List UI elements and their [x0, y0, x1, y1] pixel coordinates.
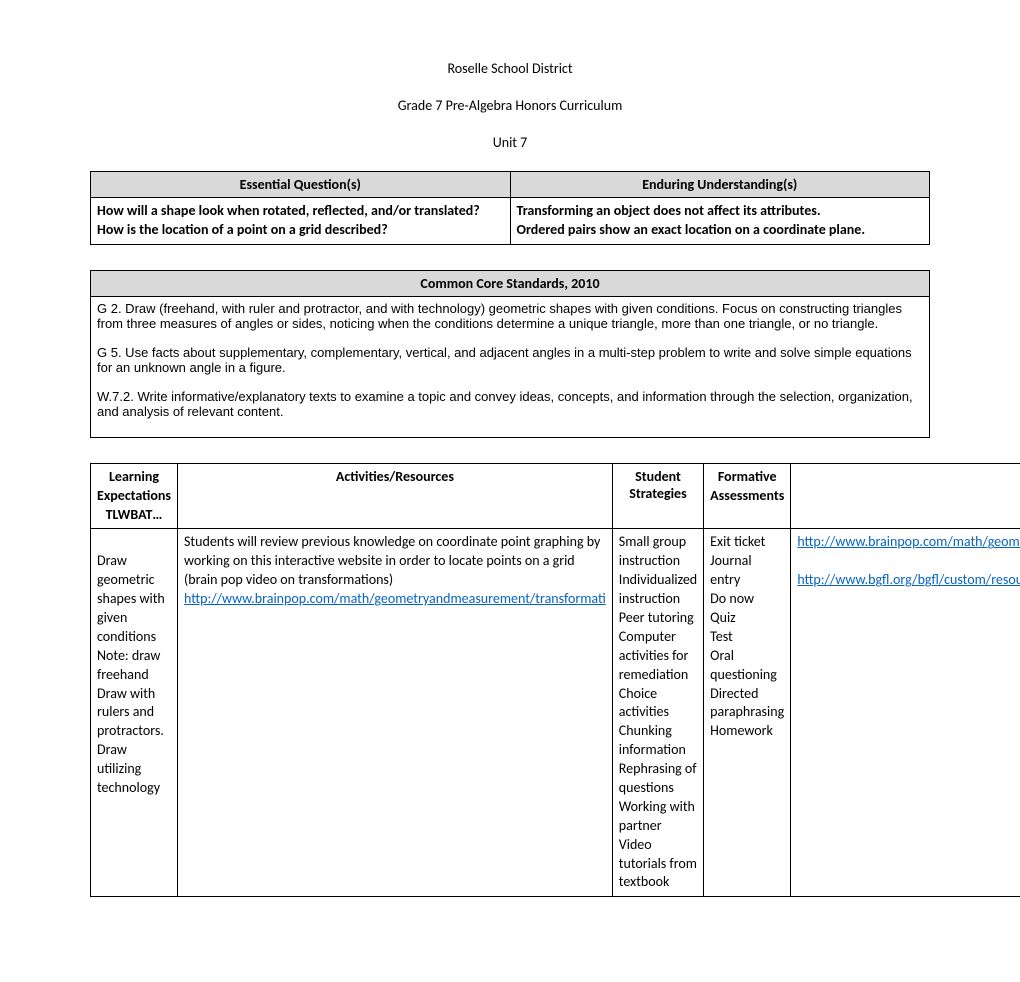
- enduring-understanding-body: Transforming an object does not affect i…: [510, 198, 930, 245]
- tech-link2[interactable]: http://www.bgfl.org/bgfl/custom/resource…: [797, 571, 1020, 588]
- standard-w72: W.7.2. Write informative/explanatory tex…: [97, 389, 923, 419]
- essential-question-body: How will a shape look when rotated, refl…: [91, 198, 511, 245]
- formative-cell: Exit ticket Journal entry Do now Quiz Te…: [704, 529, 791, 897]
- essential-question-line2: How is the location of a point on a grid…: [97, 221, 388, 238]
- col-technology-header: Technology Integration: [791, 463, 1020, 529]
- col-strategies-header: Student Strategies: [612, 463, 703, 529]
- district-name: Roselle School District: [90, 60, 930, 77]
- col-activities-header: Activities/Resources: [178, 463, 613, 529]
- activities-link[interactable]: http://www.brainpop.com/math/geometryand…: [184, 590, 606, 607]
- essential-question-line1: How will a shape look when rotated, refl…: [97, 202, 480, 219]
- enduring-understanding-line2: Ordered pairs show an exact location on …: [517, 221, 866, 238]
- enduring-understanding-header: Enduring Understanding(s): [510, 172, 930, 198]
- activities-cell: Students will review previous knowledge …: [178, 529, 613, 897]
- col-learning-header: Learning Expectations TLWBAT…: [91, 463, 178, 529]
- standards-header: Common Core Standards, 2010: [91, 270, 930, 296]
- matrix-table: Learning Expectations TLWBAT… Activities…: [90, 463, 1020, 898]
- col-formative-header: Formative Assessments: [704, 463, 791, 529]
- tech-link1[interactable]: http://www.brainpop.com/math/geometryand…: [797, 533, 1020, 550]
- course-name: Grade 7 Pre-Algebra Honors Curriculum: [90, 97, 930, 114]
- standards-body: G 2. Draw (freehand, with ruler and prot…: [91, 296, 930, 437]
- essential-question-header: Essential Question(s): [91, 172, 511, 198]
- standard-g2: G 2. Draw (freehand, with ruler and prot…: [97, 301, 923, 331]
- standard-g5: G 5. Use facts about supplementary, comp…: [97, 345, 923, 375]
- essential-table: Essential Question(s) Enduring Understan…: [90, 171, 930, 245]
- strategies-cell: Small group instruction Individualized i…: [612, 529, 703, 897]
- document-header: Roselle School District Grade 7 Pre-Alge…: [90, 60, 930, 151]
- unit-name: Unit 7: [90, 134, 930, 151]
- technology-cell: http://www.brainpop.com/math/geometryand…: [791, 529, 1020, 897]
- enduring-understanding-line1: Transforming an object does not affect i…: [517, 202, 821, 219]
- learning-cell: Draw geometric shapes with given conditi…: [91, 529, 178, 897]
- standards-table: Common Core Standards, 2010 G 2. Draw (f…: [90, 270, 930, 438]
